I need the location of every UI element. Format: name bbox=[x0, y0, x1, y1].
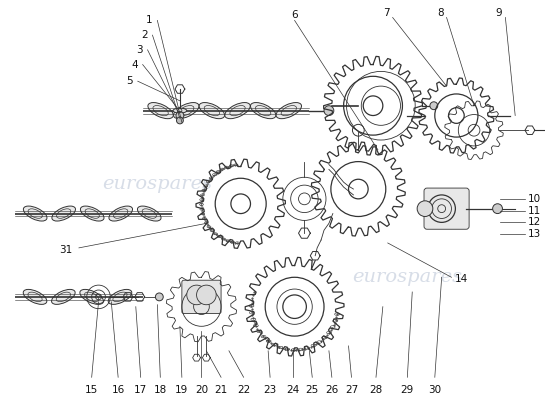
Text: 25: 25 bbox=[306, 385, 319, 395]
Text: 2: 2 bbox=[141, 30, 147, 40]
Text: 7: 7 bbox=[383, 8, 390, 18]
Ellipse shape bbox=[174, 102, 199, 119]
Ellipse shape bbox=[52, 206, 75, 221]
Text: 8: 8 bbox=[437, 8, 444, 18]
Text: 26: 26 bbox=[325, 385, 338, 395]
Text: 3: 3 bbox=[136, 45, 142, 55]
Text: 27: 27 bbox=[345, 385, 358, 395]
Ellipse shape bbox=[80, 290, 103, 304]
Ellipse shape bbox=[199, 102, 224, 119]
Circle shape bbox=[417, 201, 433, 216]
Ellipse shape bbox=[23, 290, 47, 304]
Text: 4: 4 bbox=[131, 60, 138, 70]
Text: 22: 22 bbox=[237, 385, 250, 395]
Text: 17: 17 bbox=[134, 385, 147, 395]
FancyBboxPatch shape bbox=[424, 188, 469, 229]
Ellipse shape bbox=[108, 290, 132, 304]
Ellipse shape bbox=[138, 206, 161, 221]
Text: 16: 16 bbox=[112, 385, 125, 395]
Text: 28: 28 bbox=[370, 385, 383, 395]
Ellipse shape bbox=[148, 102, 173, 119]
FancyBboxPatch shape bbox=[182, 280, 221, 314]
Ellipse shape bbox=[80, 206, 104, 221]
Circle shape bbox=[324, 106, 334, 116]
Text: 31: 31 bbox=[59, 245, 72, 255]
Circle shape bbox=[177, 117, 183, 124]
Ellipse shape bbox=[52, 290, 75, 304]
Ellipse shape bbox=[276, 102, 301, 119]
Text: 5: 5 bbox=[126, 76, 133, 86]
Ellipse shape bbox=[250, 102, 276, 119]
Text: 29: 29 bbox=[401, 385, 414, 395]
Text: 20: 20 bbox=[195, 385, 208, 395]
Ellipse shape bbox=[23, 206, 47, 221]
Text: 21: 21 bbox=[214, 385, 228, 395]
Text: 1: 1 bbox=[146, 16, 152, 26]
Text: 14: 14 bbox=[454, 274, 467, 284]
Text: eurospares: eurospares bbox=[102, 175, 212, 193]
Text: 10: 10 bbox=[528, 194, 541, 204]
Text: 9: 9 bbox=[496, 8, 503, 18]
Text: 18: 18 bbox=[153, 385, 167, 395]
Circle shape bbox=[196, 285, 216, 305]
Text: 15: 15 bbox=[85, 385, 98, 395]
Text: 23: 23 bbox=[263, 385, 277, 395]
Circle shape bbox=[156, 293, 163, 301]
Ellipse shape bbox=[109, 206, 133, 221]
Circle shape bbox=[430, 102, 438, 110]
Circle shape bbox=[493, 204, 503, 214]
Text: 24: 24 bbox=[286, 385, 299, 395]
Text: 12: 12 bbox=[528, 217, 541, 227]
Text: 11: 11 bbox=[528, 206, 541, 216]
Text: 19: 19 bbox=[175, 385, 189, 395]
Ellipse shape bbox=[173, 108, 187, 113]
Text: 30: 30 bbox=[428, 385, 441, 395]
Circle shape bbox=[176, 112, 184, 120]
Circle shape bbox=[187, 285, 206, 305]
Text: 6: 6 bbox=[292, 10, 298, 20]
Ellipse shape bbox=[225, 102, 250, 119]
Text: 13: 13 bbox=[528, 229, 541, 239]
Text: eurospares: eurospares bbox=[353, 268, 463, 286]
